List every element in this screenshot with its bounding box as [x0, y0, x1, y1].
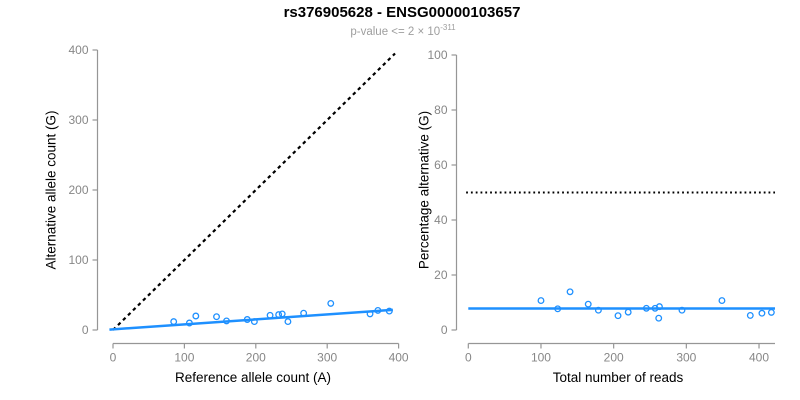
left-x-axis-title: Reference allele count (A): [174, 370, 332, 385]
y-tick-label: 200: [68, 183, 88, 197]
x-tick-label: 300: [317, 351, 337, 365]
y-tick-label: 400: [68, 43, 88, 57]
data-point: [170, 318, 178, 326]
data-point: [746, 311, 754, 319]
data-point: [758, 309, 766, 317]
identity-line: [112, 52, 396, 331]
y-tick-label: 80: [434, 103, 448, 117]
right-y-axis-title: Percentage alternative (G): [416, 110, 432, 270]
pvalue-subtitle: p-value <= 2 × 10-311: [350, 23, 455, 38]
x-tick-label: 0: [110, 351, 117, 365]
data-point: [566, 288, 574, 296]
data-point: [275, 311, 283, 319]
y-tick-label: 20: [434, 268, 448, 282]
data-point: [655, 303, 663, 311]
data-point: [250, 318, 258, 326]
x-tick-label: 100: [531, 351, 551, 365]
data-point: [385, 307, 393, 315]
data-point: [584, 300, 592, 308]
page-title: rs376905628 - ENSG00000103657: [283, 4, 521, 21]
y-tick-label: 0: [441, 323, 448, 337]
data-point: [624, 308, 632, 316]
data-point: [767, 308, 775, 316]
data-point: [554, 305, 562, 313]
data-point: [678, 306, 686, 314]
data-point: [278, 310, 286, 318]
data-point: [223, 317, 230, 325]
data-point: [284, 318, 292, 326]
y-tick-label: 0: [82, 323, 89, 337]
x-tick-label: 200: [604, 351, 624, 365]
y-tick-label: 300: [68, 113, 88, 127]
data-point: [594, 306, 602, 314]
right-x-axis-title: Total number of reads: [552, 370, 684, 385]
data-point: [374, 306, 382, 314]
x-tick-label: 200: [246, 351, 266, 365]
x-tick-label: 400: [389, 351, 409, 365]
data-point: [642, 304, 650, 312]
x-tick-label: 300: [676, 351, 696, 365]
data-point: [651, 304, 659, 312]
data-point: [718, 297, 726, 305]
data-point: [243, 316, 251, 323]
x-tick-label: 100: [174, 351, 194, 365]
x-tick-label: 400: [749, 351, 769, 365]
pvalue-base: p-value <= 2 × 10: [350, 25, 441, 38]
data-point: [614, 312, 622, 320]
data-point: [327, 299, 335, 307]
data-point: [266, 311, 274, 319]
y-tick-label: 100: [68, 253, 88, 267]
y-tick-label: 40: [434, 213, 448, 227]
pvalue-exponent: -311: [440, 23, 456, 32]
data-point: [213, 313, 220, 321]
left-y-axis-title: Alternative allele count (G): [43, 110, 59, 270]
x-tick-label: 0: [465, 351, 472, 365]
data-point: [185, 319, 193, 327]
data-point: [655, 314, 663, 322]
panel-left: 0 100 200 300 400 0 100 200 300 400: [68, 43, 408, 365]
data-point: [366, 310, 374, 318]
regression-line: [109, 308, 393, 331]
data-point: [537, 297, 545, 305]
data-point: [192, 312, 200, 320]
panel-right: 0 100 200 300 400 0 20 40 60 80 100: [427, 48, 776, 365]
data-point: [300, 309, 308, 317]
y-tick-label: 100: [427, 48, 447, 62]
y-tick-label: 60: [434, 158, 448, 172]
